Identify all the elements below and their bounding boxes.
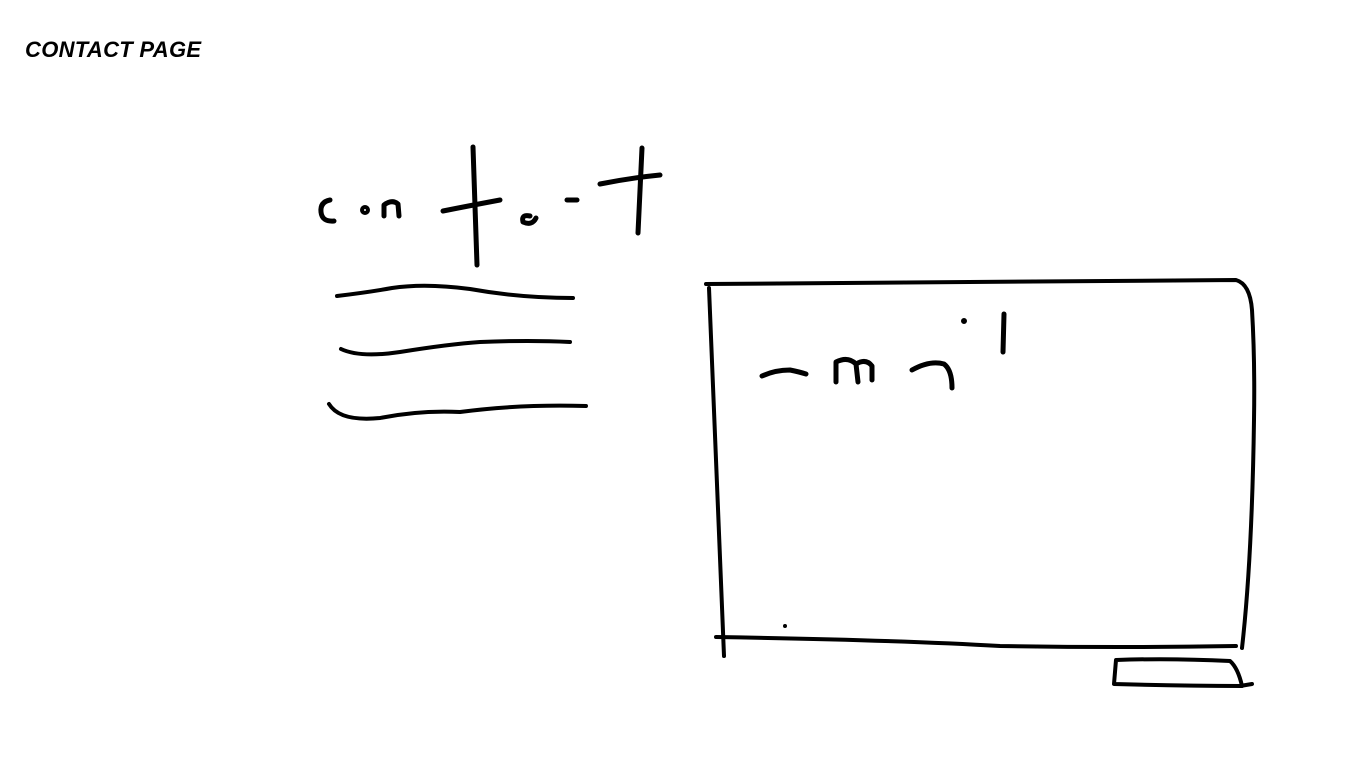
contact-info-lines — [327, 283, 588, 421]
email-field-label: email — [759, 311, 1007, 391]
contact-heading: contact — [318, 144, 663, 268]
contact-info-line — [339, 339, 572, 357]
email-form-box — [704, 278, 1257, 658]
contact-info-line — [327, 402, 588, 421]
contact-info-line — [335, 283, 575, 300]
submit-button[interactable] — [1112, 657, 1254, 688]
page-title: CONTACT PAGE — [25, 37, 202, 62]
